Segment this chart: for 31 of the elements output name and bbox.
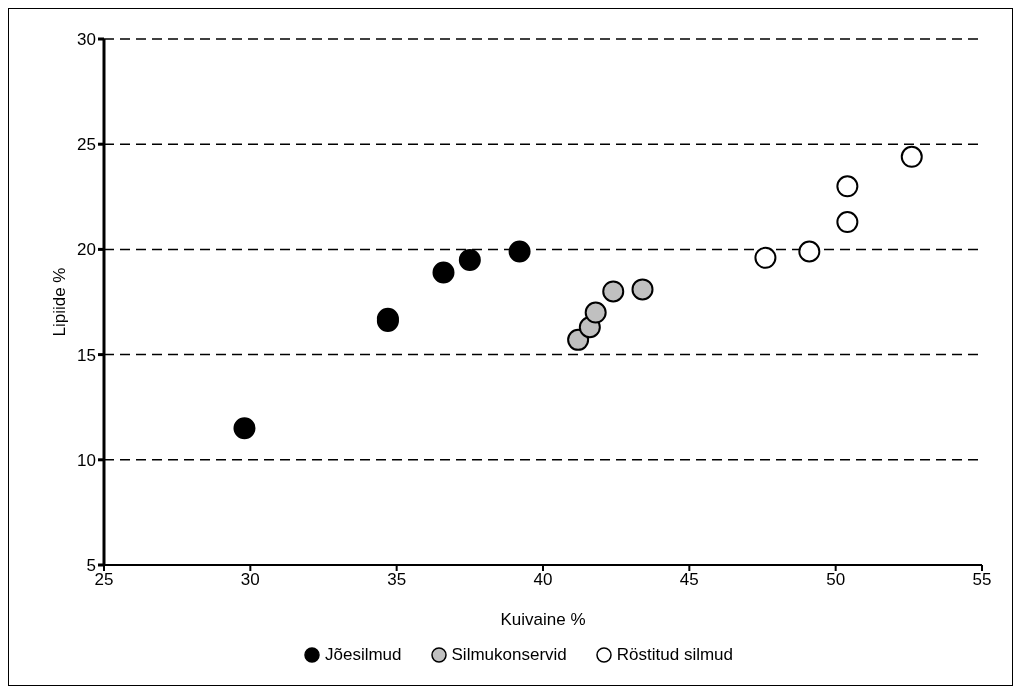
point <box>233 417 256 440</box>
x-tick-label: 35 <box>387 570 407 590</box>
point <box>432 261 455 284</box>
legend-label: Jõesilmud <box>324 645 402 665</box>
point <box>508 240 531 263</box>
x-tick-label: 40 <box>533 570 553 590</box>
x-tick-label: 30 <box>240 570 260 590</box>
point <box>754 246 777 269</box>
legend-label: Röstitud silmud <box>615 645 734 665</box>
point <box>900 145 923 168</box>
y-tick-label: 5 <box>86 556 96 576</box>
x-tick-label: 50 <box>826 570 846 590</box>
x-tick-label: 45 <box>679 570 699 590</box>
point <box>584 301 607 324</box>
x-tick-label: 55 <box>972 570 992 590</box>
point <box>602 280 625 303</box>
point <box>631 278 654 301</box>
x-tick-label: 25 <box>94 570 114 590</box>
point <box>836 175 859 198</box>
y-tick-label: 25 <box>77 135 96 155</box>
point <box>567 328 590 351</box>
legend-label: Silmukonservid <box>450 645 567 665</box>
y-tick-label: 30 <box>77 30 96 50</box>
point <box>798 240 821 263</box>
y-tick-label: 10 <box>77 450 96 470</box>
y-tick-label: 20 <box>77 240 96 260</box>
point <box>458 248 481 271</box>
x-axis-title: Kuivaine % <box>500 610 586 629</box>
point <box>836 211 859 234</box>
y-axis-title: Lipiide % <box>50 267 70 337</box>
y-tick-label: 15 <box>77 345 96 365</box>
